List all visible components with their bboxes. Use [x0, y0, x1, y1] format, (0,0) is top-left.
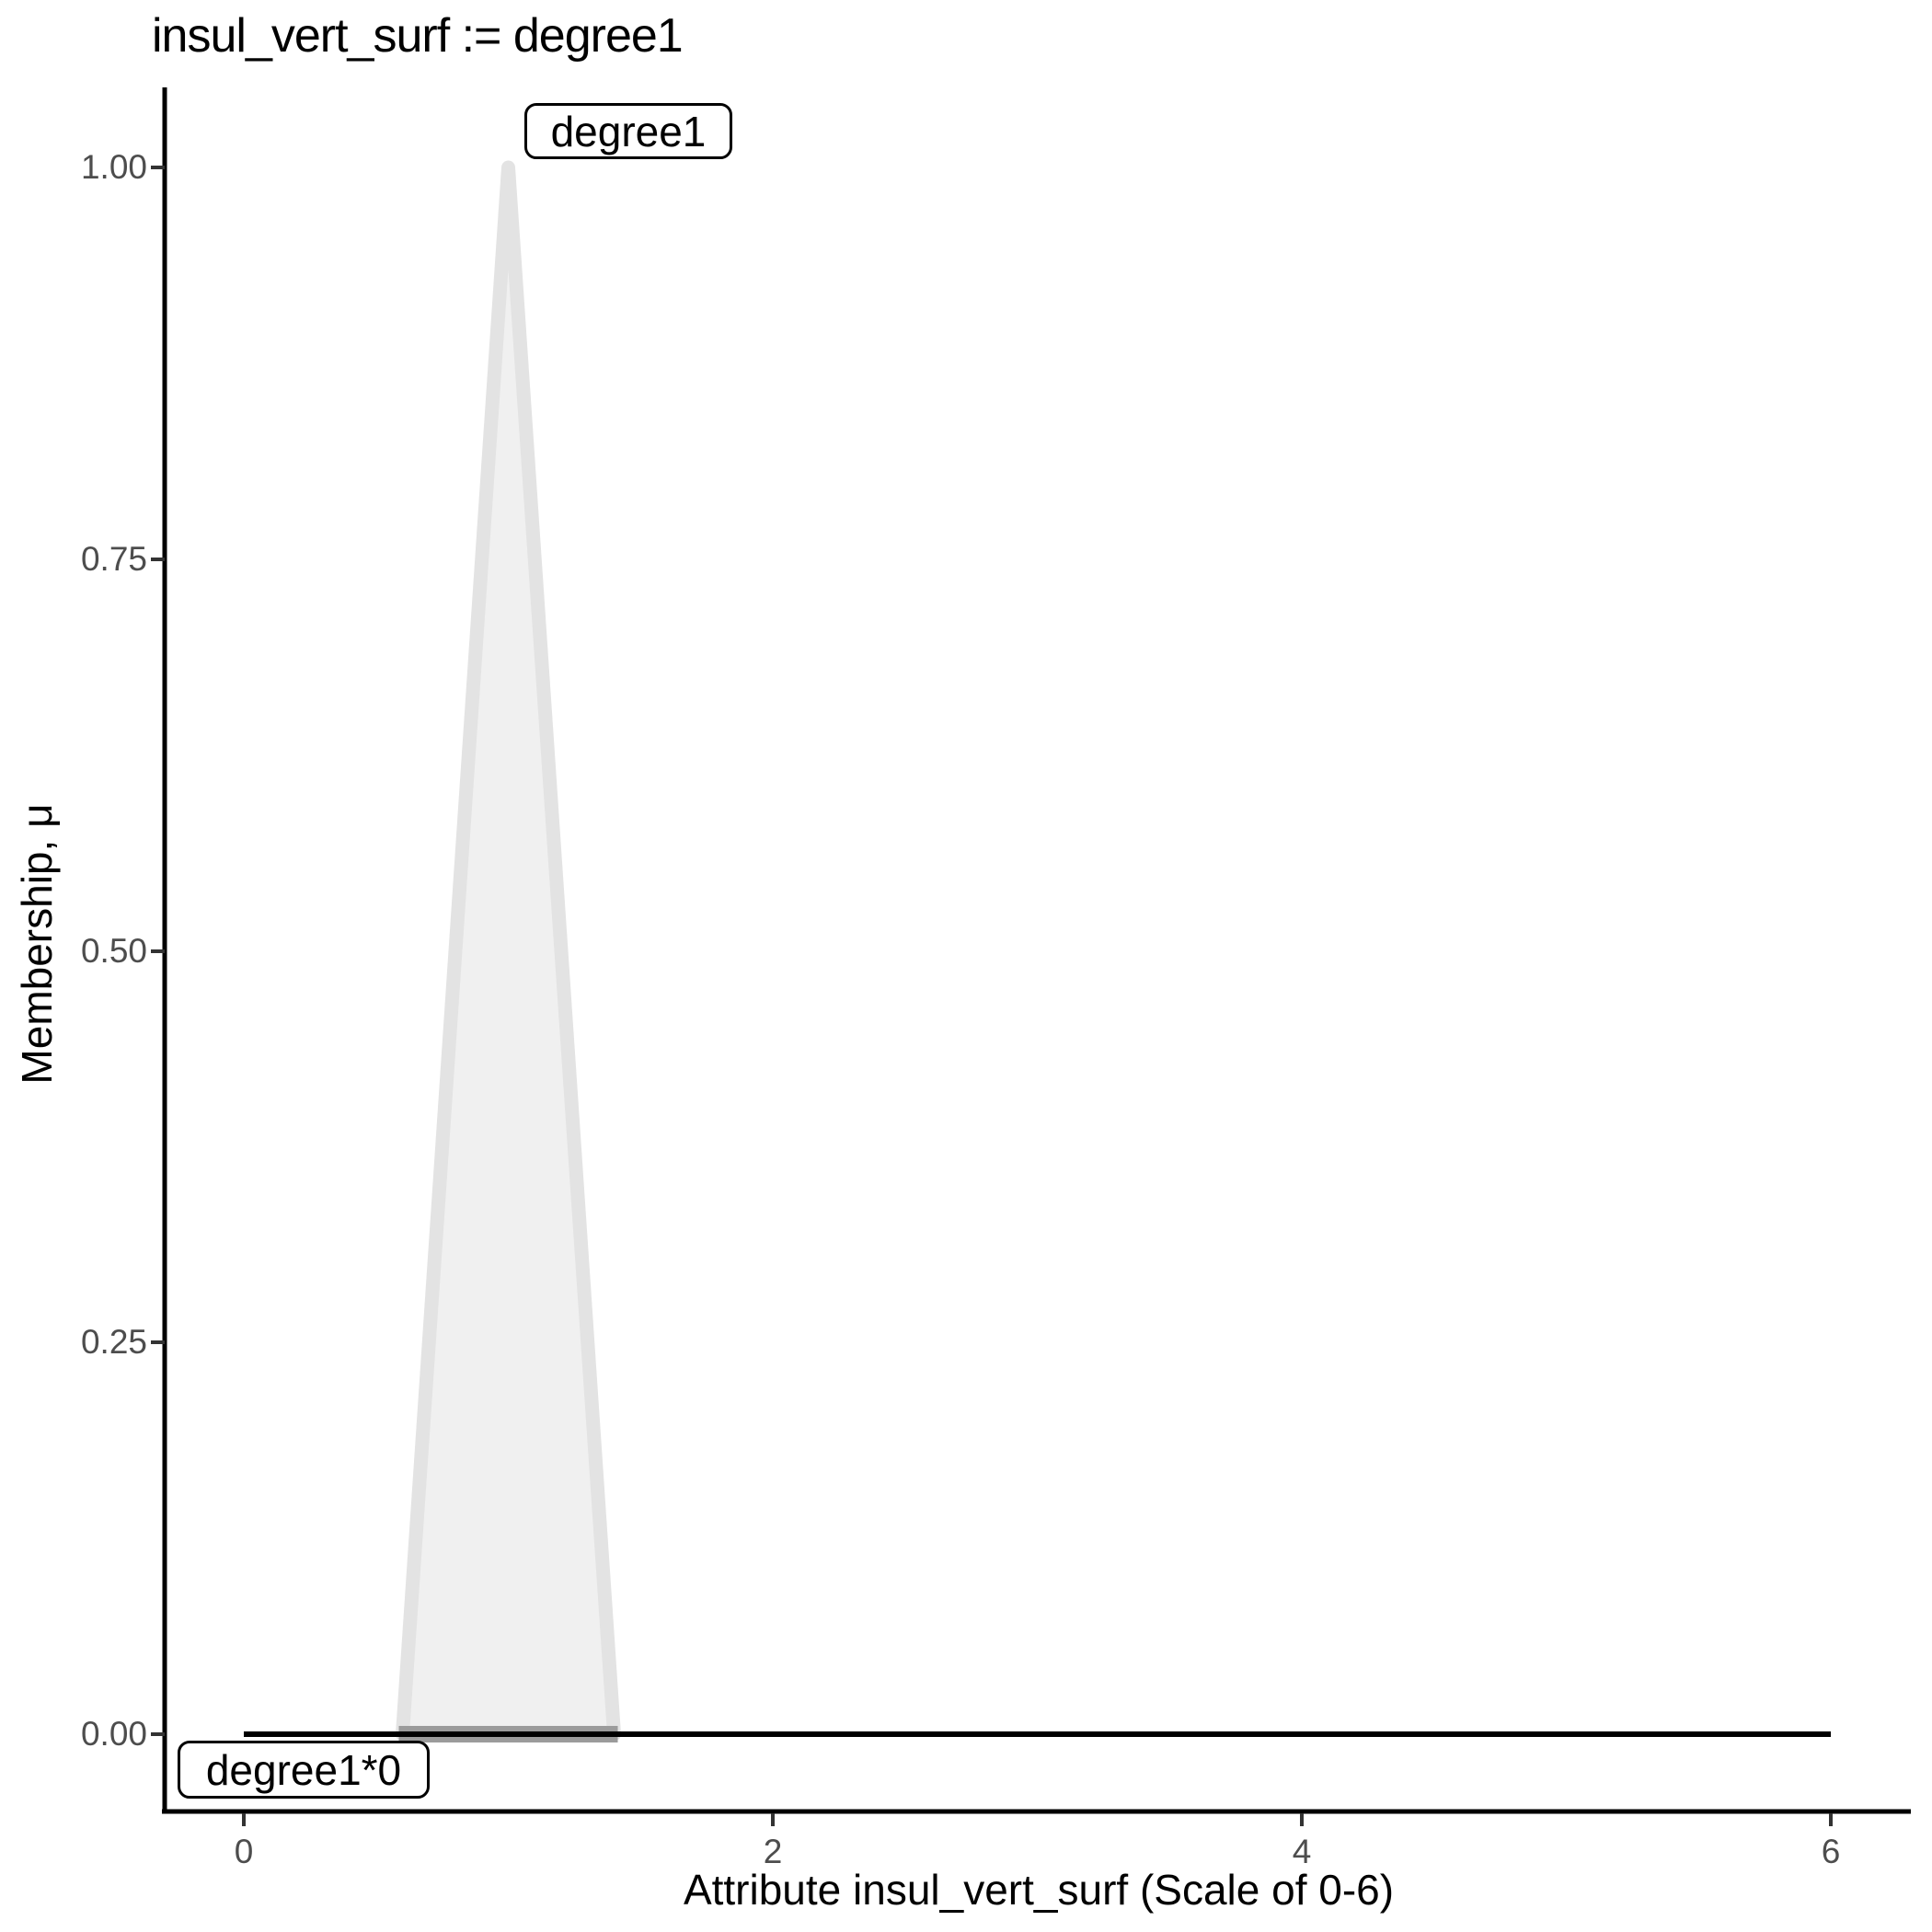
- degree1-area: [402, 167, 615, 1734]
- y-tick-label-0.75: 0.75: [80, 540, 147, 578]
- degree1-times-zero-label-box: degree1*0: [178, 1741, 430, 1799]
- degree1-label-box: degree1: [524, 103, 732, 159]
- x-axis-title: Attribute insul_vert_surf (Scale of 0-6): [683, 1866, 1395, 1914]
- degree1-outline: [396, 160, 621, 1742]
- degree1-label: degree1: [550, 107, 707, 155]
- x-tick-label-6: 6: [1821, 1833, 1841, 1870]
- x-tick-label-0: 0: [234, 1833, 254, 1870]
- y-tick-label-0.50: 0.50: [80, 932, 147, 970]
- y-tick-label-1.00: 1.00: [80, 148, 147, 186]
- x-tick-label-4: 4: [1292, 1833, 1312, 1870]
- y-tick-label-0.25: 0.25: [80, 1323, 147, 1361]
- chart-title: insul_vert_surf := degree1: [152, 9, 684, 63]
- y-tick-label-0.00: 0.00: [80, 1715, 147, 1753]
- degree1-times-zero-label: degree1*0: [205, 1745, 402, 1794]
- x-tick-label-2: 2: [763, 1833, 783, 1870]
